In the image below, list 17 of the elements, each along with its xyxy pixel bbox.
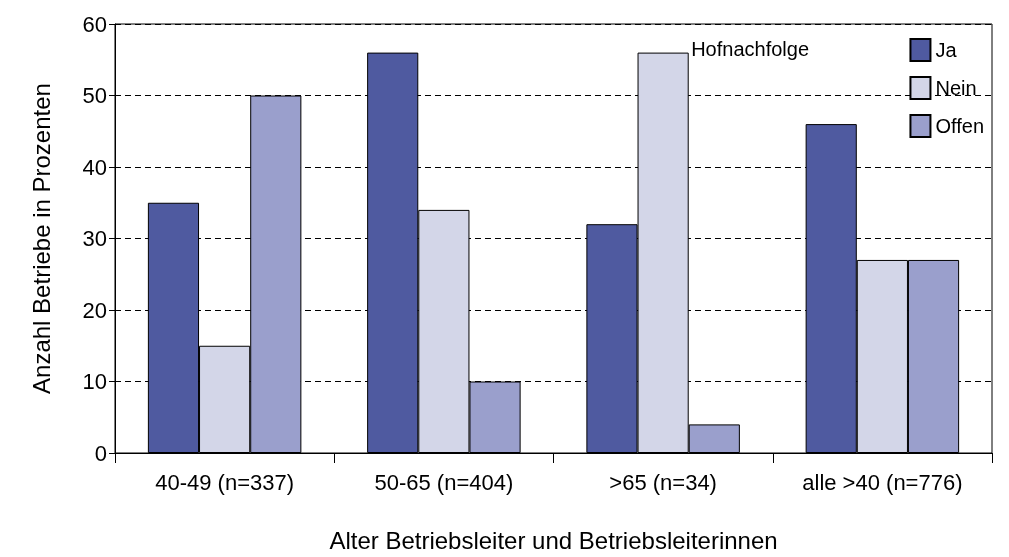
legend-label: Offen [935,115,985,137]
y-tick-label: 50 [82,83,107,108]
x-tick-label: 40-49 (n=337) [155,469,295,495]
y-tick-label: 60 [82,11,107,37]
y-tick-label: 20 [82,297,107,323]
x-axis-title: Alter Betriebsleiter und Betriebsleiterinnen [329,526,778,554]
x-tick-label: 50-65 (n=404) [374,469,514,495]
x-tick-label: alle >40 (n=776) [802,469,963,495]
y-axis-title: Anzahl Betriebe in Prozenten [27,83,55,394]
legend-title: Hofnachfolge [691,38,810,60]
y-tick-label: 10 [82,369,107,394]
legend-label: Ja [935,39,958,61]
y-tick-label: 30 [82,226,107,251]
y-tick-label: 0 [94,440,107,466]
y-tick-label: 40 [82,154,107,180]
legend-label: Nein [935,77,977,99]
x-tick-label: >65 (n=34) [609,469,717,495]
